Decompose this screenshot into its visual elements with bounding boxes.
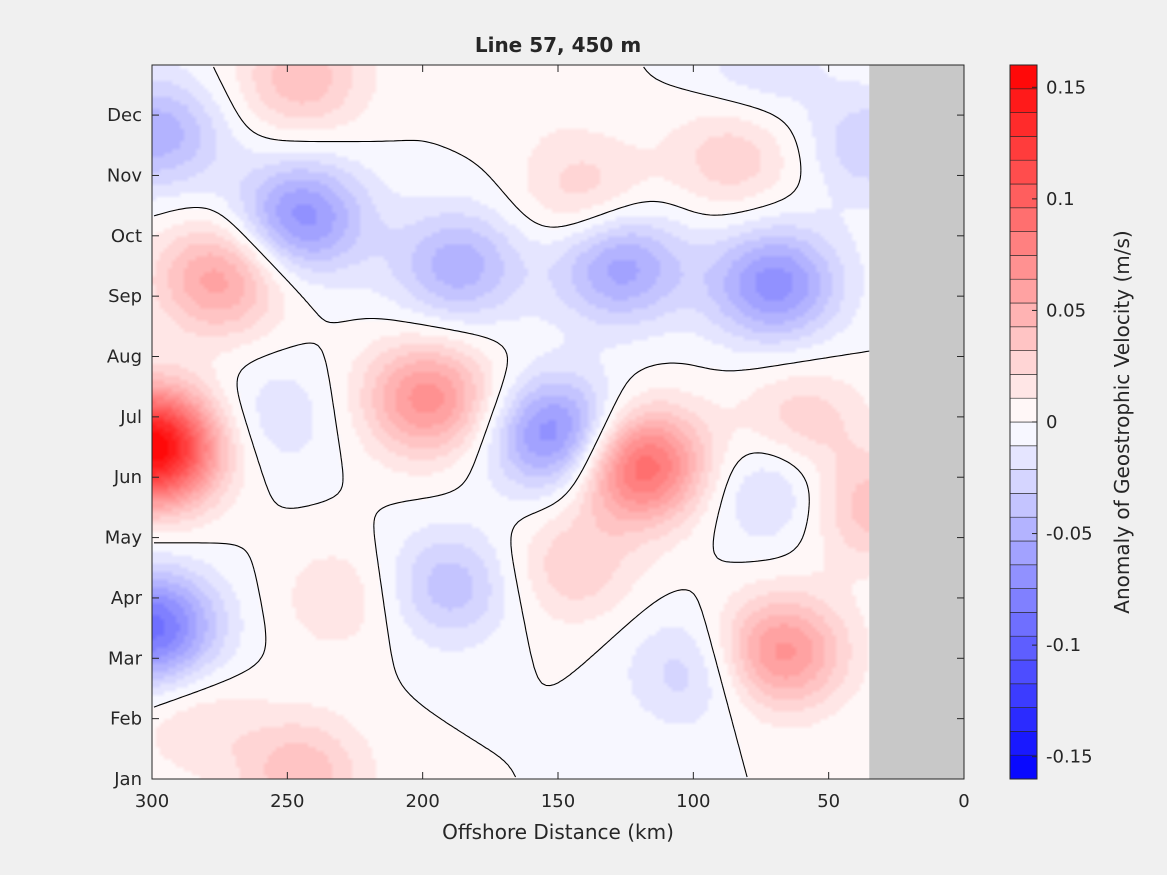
y-tick-label: Apr	[111, 588, 143, 609]
y-tick-label: Sep	[108, 286, 142, 307]
colorbar-level	[1009, 445, 1038, 470]
x-tick-label: 300	[135, 791, 169, 812]
colorbar-level	[1009, 112, 1038, 137]
y-tick-label: Jan	[113, 769, 142, 790]
chart-title: Line 57, 450 m	[475, 33, 641, 57]
colorbar-level	[1009, 469, 1038, 494]
x-tick-label: 50	[817, 791, 840, 812]
y-tick-label: Feb	[110, 709, 142, 730]
colorbar-level	[1009, 136, 1038, 161]
anomaly-field	[152, 65, 964, 779]
colorbar-tick-label: 0.1	[1046, 189, 1075, 210]
x-tick-label: 0	[958, 791, 969, 812]
colorbar-level	[1009, 231, 1038, 256]
y-tick-label: Nov	[107, 165, 142, 186]
colorbar-tick-label: 0	[1046, 412, 1057, 433]
colorbar-level	[1009, 374, 1038, 399]
colorbar-level	[1009, 707, 1038, 732]
y-tick-label: Mar	[108, 648, 143, 669]
x-tick-label: 250	[270, 791, 304, 812]
colorbar-level	[1009, 183, 1038, 209]
y-axis: Jan Feb Mar Apr May Jun Jul Aug Sep Oct Nov Dec	[105, 105, 964, 790]
colorbar-level	[1009, 159, 1038, 185]
colorbar-level	[1009, 88, 1038, 113]
colorbar-tick-label: 0.15	[1046, 77, 1086, 98]
colorbar-tick-label: -0.15	[1046, 747, 1093, 768]
plot-area	[151, 64, 965, 780]
colorbar-ticks: 0.15 0.1 0.05 0 -0.05 -0.1 -0.15	[1032, 77, 1093, 768]
colorbar-level	[1009, 350, 1038, 375]
colorbar: 0.15 0.1 0.05 0 -0.05 -0.1 -0.15 Anomaly of Ge…	[1009, 64, 1134, 780]
zero-contour	[153, 66, 963, 778]
colorbar-level	[1009, 564, 1038, 589]
colorbar-tick-label: -0.05	[1046, 524, 1093, 545]
x-tick-label: 100	[676, 791, 710, 812]
y-tick-label: Jul	[119, 407, 142, 428]
colorbar-level	[1009, 255, 1038, 280]
colorbar-level	[1009, 754, 1038, 780]
colorbar-tick-label: 0.05	[1046, 300, 1086, 321]
y-tick-label: Aug	[107, 347, 142, 368]
colorbar-tick-label: -0.1	[1046, 635, 1081, 656]
y-tick-label: Oct	[111, 226, 142, 247]
colorbar-level	[1009, 635, 1038, 661]
colorbar-level	[1009, 516, 1038, 542]
x-axis-label: Offshore Distance (km)	[442, 820, 674, 844]
colorbar-level	[1009, 540, 1038, 566]
colorbar-level	[1009, 421, 1038, 447]
colorbar-level	[1009, 612, 1038, 637]
x-tick-label: 150	[541, 791, 575, 812]
colorbar-level	[1009, 588, 1038, 613]
y-tick-label: Dec	[107, 105, 142, 126]
colorbar-level	[1009, 207, 1038, 232]
colorbar-level	[1009, 493, 1038, 518]
x-tick-label: 200	[405, 791, 439, 812]
colorbar-label: Anomaly of Geostrophic Velocity (m/s)	[1110, 230, 1134, 613]
colorbar-level	[1009, 278, 1038, 304]
y-tick-label: Jun	[113, 467, 142, 488]
colorbar-level	[1009, 326, 1038, 351]
colorbar-level	[1009, 64, 1038, 90]
colorbar-level	[1009, 659, 1038, 685]
y-tick-label: May	[105, 528, 143, 549]
x-axis: 300 250 200 150 100 50 0	[135, 65, 970, 812]
colorbar-level	[1009, 683, 1038, 708]
colorbar-level	[1009, 302, 1038, 328]
colorbar-level	[1009, 397, 1038, 423]
no-data-region	[869, 65, 964, 779]
colorbar-level	[1009, 731, 1038, 756]
